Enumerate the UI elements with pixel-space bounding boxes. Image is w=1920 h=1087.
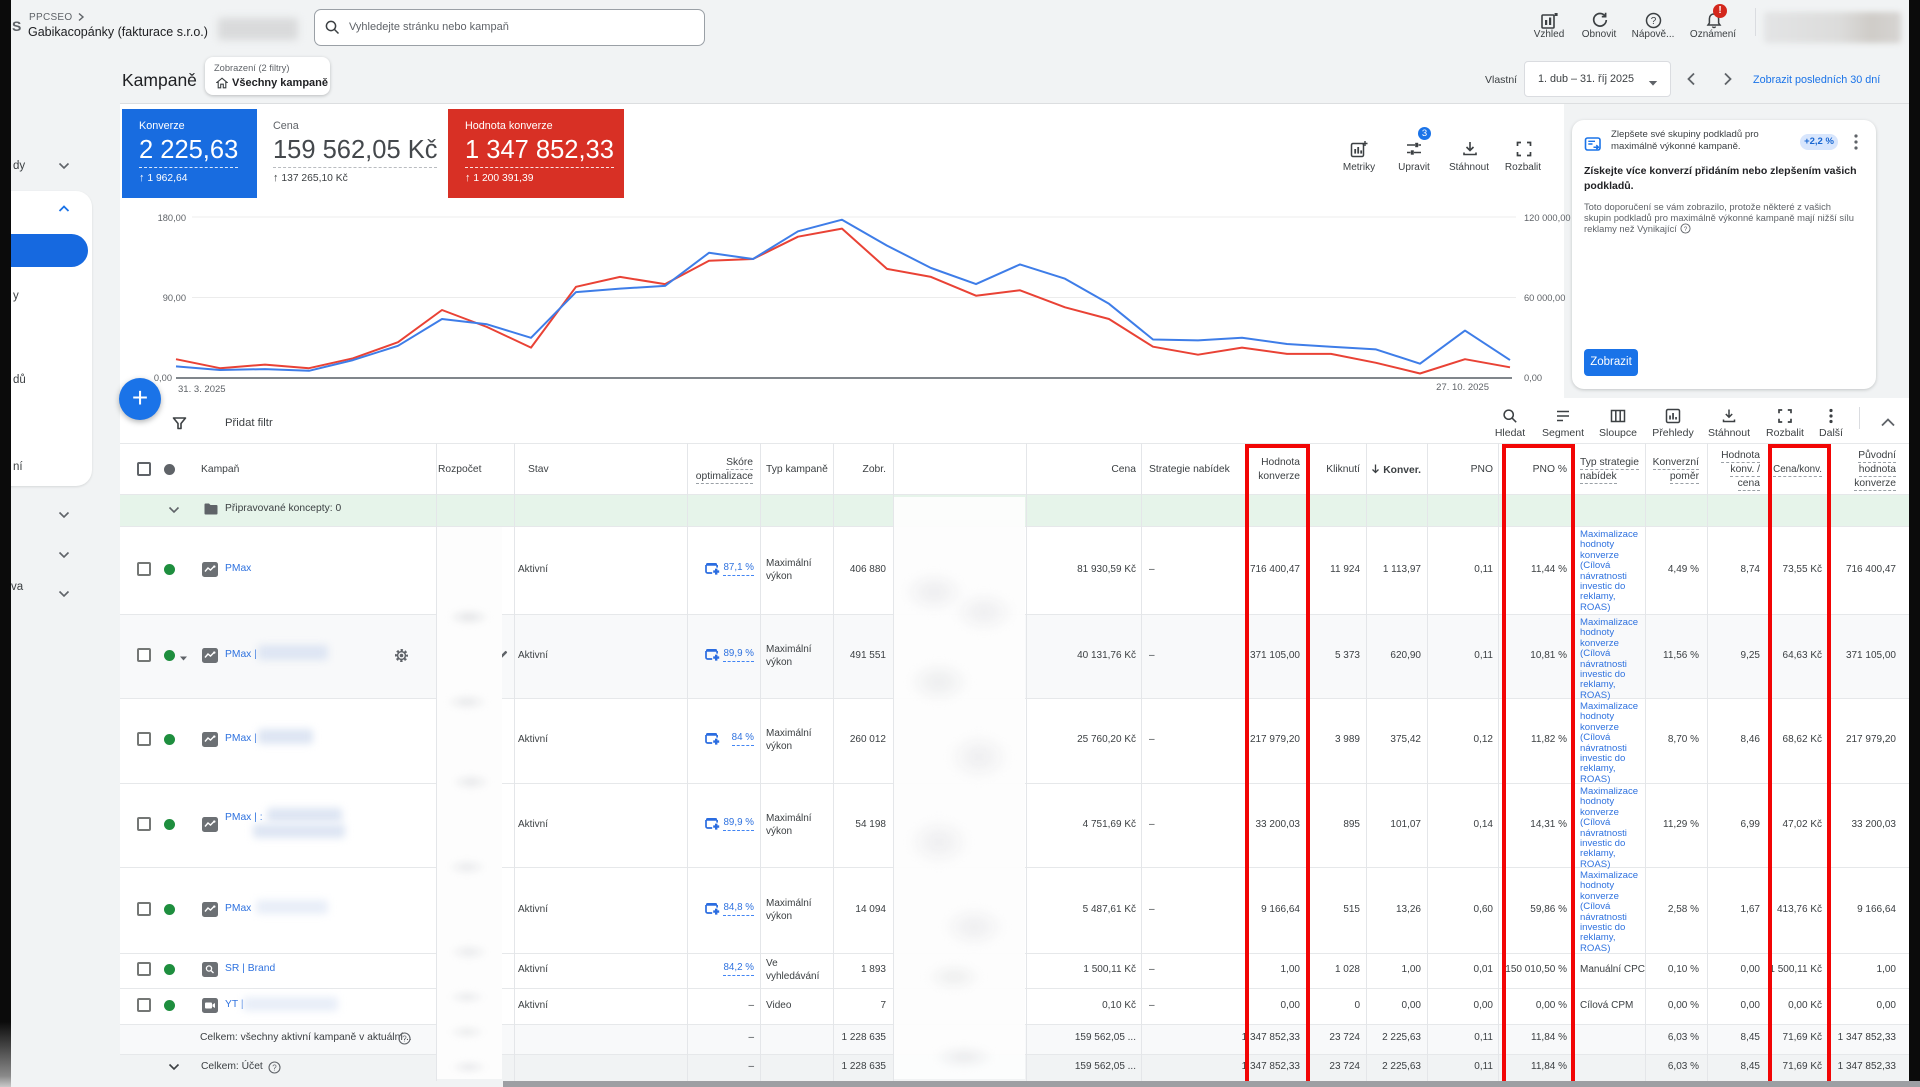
svg-text:?: ? (1683, 226, 1687, 233)
svg-text:60 000,00: 60 000,00 (1524, 293, 1565, 303)
svg-text:?: ? (272, 1063, 277, 1072)
svg-text:?: ? (1651, 16, 1657, 27)
svg-text:31. 3. 2025: 31. 3. 2025 (178, 384, 226, 395)
svg-text:27. 10. 2025: 27. 10. 2025 (1436, 382, 1489, 393)
svg-text:120 000,00: 120 000,00 (1524, 213, 1571, 223)
svg-text:?: ? (402, 1034, 407, 1043)
svg-text:0,00: 0,00 (1524, 373, 1542, 383)
svg-text:90,00: 90,00 (163, 293, 186, 303)
svg-text:0,00: 0,00 (154, 373, 172, 383)
svg-text:180,00: 180,00 (158, 213, 186, 223)
